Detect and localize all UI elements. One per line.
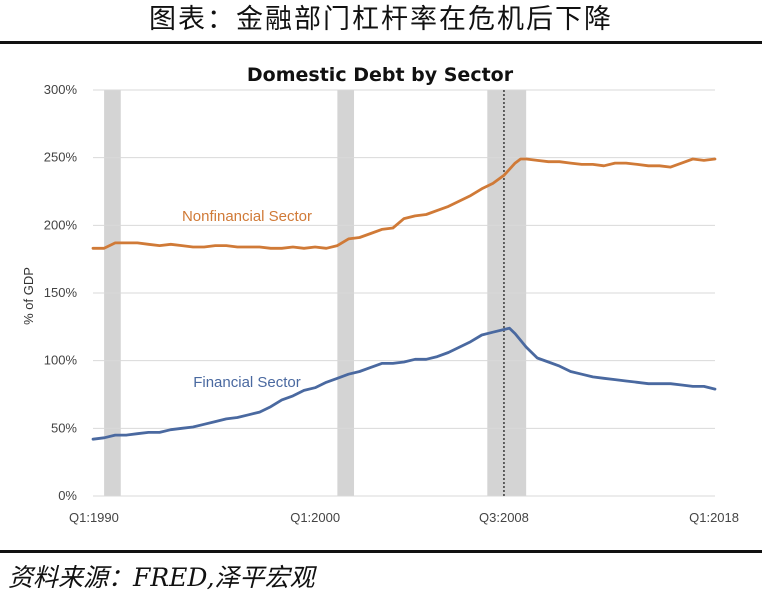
series-line-1 <box>91 326 717 441</box>
page-title: 图表：金融部门杠杆率在危机后下降 <box>149 4 613 35</box>
y-tick-labels: 0% 50% 100% 150% 200% 250% 300% <box>44 82 78 503</box>
y-axis-label: % of GDP <box>21 267 36 325</box>
x-tick-label-3: Q1:2018 <box>689 510 739 525</box>
y-tick-label-0: 0% <box>58 488 77 503</box>
source-note: 资料来源：FRED,泽平宏观 <box>8 563 315 592</box>
y-tick-label-4: 200% <box>44 217 78 232</box>
y-tick-label-1: 50% <box>51 420 77 435</box>
series-lines <box>91 157 717 441</box>
annotation-financial: Financial Sector <box>193 374 301 391</box>
x-tick-label-1: Q1:2000 <box>290 510 340 525</box>
line-chart: 0% 50% 100% 150% 200% 250% 300% Q1:1990 Q1:2000… <box>21 64 739 525</box>
y-tick-label-3: 150% <box>44 285 78 300</box>
series-line-0 <box>91 157 717 250</box>
x-tick-label-2: Q3:2008 <box>479 510 529 525</box>
x-tick-label-0: Q1:1990 <box>69 510 119 525</box>
y-tick-label-5: 250% <box>44 150 78 165</box>
chart-title: Domestic Debt by Sector <box>247 64 514 86</box>
top-divider <box>0 41 762 44</box>
x-tick-labels: Q1:1990 Q1:2000 Q3:2008 Q1:2018 <box>69 510 739 525</box>
y-tick-label-2: 100% <box>44 353 78 368</box>
annotation-nonfinancial: Nonfinancial Sector <box>182 208 312 225</box>
bottom-divider <box>0 550 762 553</box>
grid-lines <box>93 89 715 497</box>
y-tick-label-6: 300% <box>44 82 78 97</box>
